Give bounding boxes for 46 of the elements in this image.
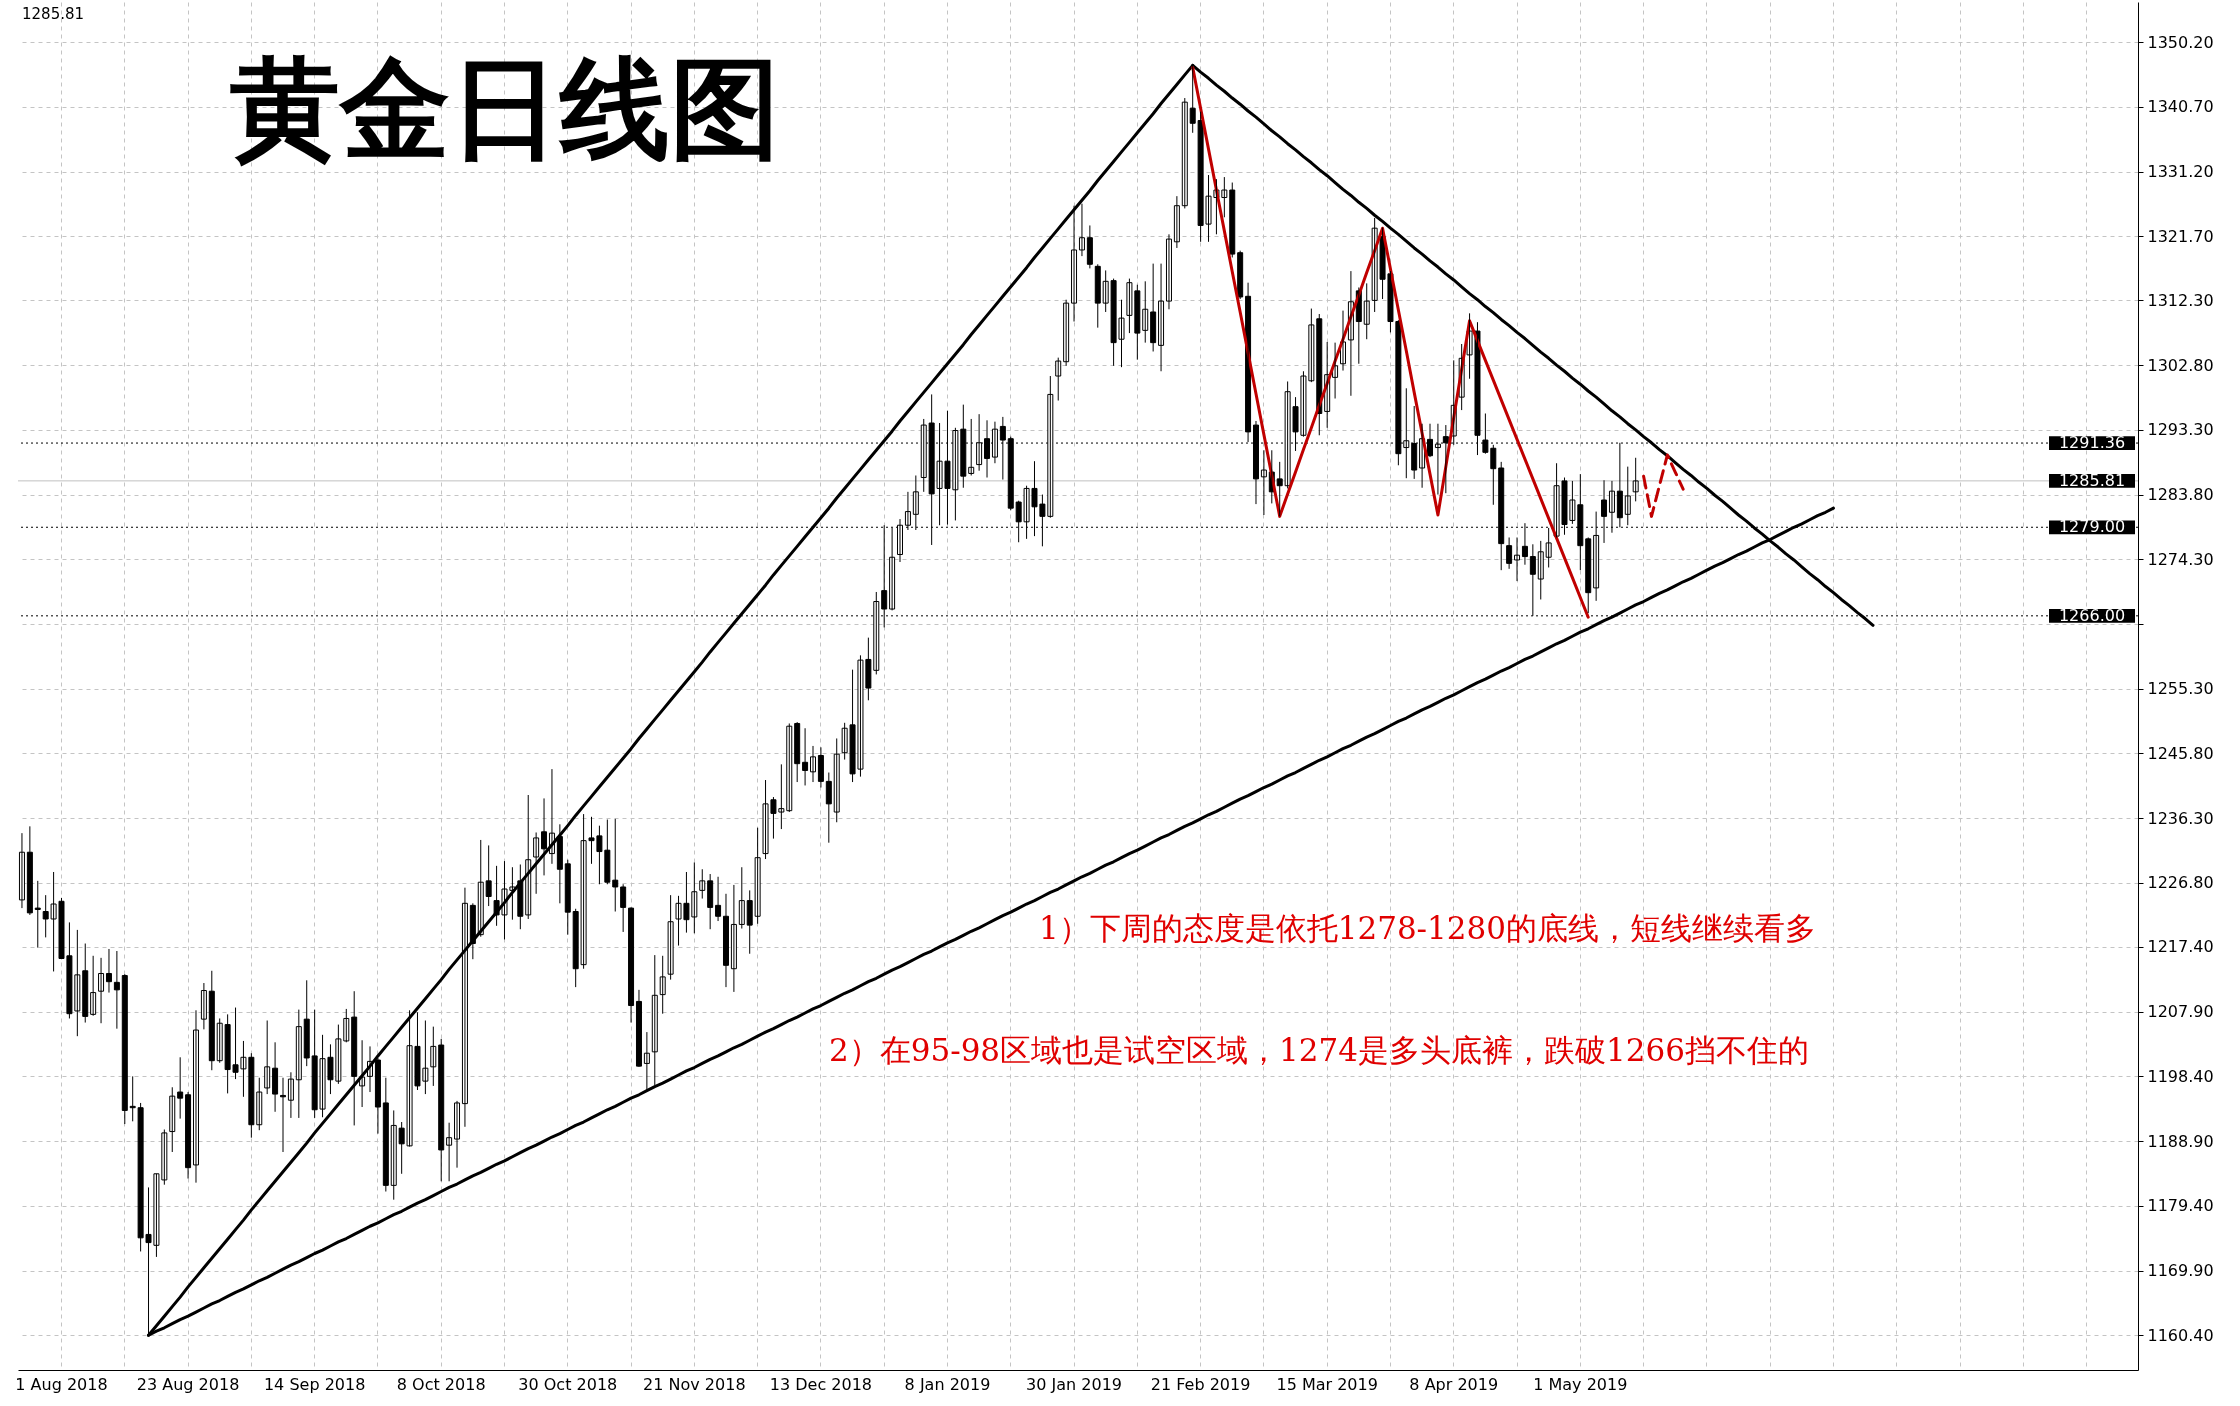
chart-title: 黄金日线图 — [230, 44, 780, 173]
y-tick-label: 1217.40 — [2147, 937, 2214, 957]
x-tick-label: 15 Mar 2019 — [1276, 1374, 1378, 1394]
y-tick-label: 1207.90 — [2147, 1002, 2214, 1022]
y-tick-label: 1293.30 — [2147, 420, 2214, 440]
line-series — [1642, 453, 1685, 518]
y-tick-label: 1179.40 — [2147, 1196, 2214, 1216]
y-tick-label: 1340.70 — [2147, 97, 2214, 117]
candlestick — [34, 880, 41, 949]
x-tick-label: 30 Oct 2018 — [518, 1374, 618, 1394]
y-tick-label: 1226.80 — [2147, 873, 2214, 893]
y-tick-label: 1302.80 — [2147, 355, 2214, 375]
ref-line-label: 1266.00 — [2058, 605, 2126, 625]
y-tick-label: 1198.40 — [2147, 1066, 2214, 1086]
x-tick-label: 1 Aug 2018 — [15, 1374, 108, 1394]
candlestick — [177, 1056, 184, 1120]
y-tick-label: 1245.80 — [2147, 743, 2214, 763]
x-tick-label: 13 Dec 2018 — [769, 1374, 873, 1394]
annotation: 1）下周的态度是依托1278-1280的底线，短线继续看多 — [1039, 910, 1816, 946]
annotation: 1285.81 — [22, 5, 85, 23]
y-tick-label: 1331.20 — [2147, 162, 2214, 182]
y-tick-label: 1169.90 — [2147, 1261, 2214, 1281]
ref-line-label: 1291.36 — [2058, 433, 2126, 453]
y-tick-label: 1236.30 — [2147, 808, 2214, 828]
ref-line-label: 1279.00 — [2058, 517, 2126, 537]
x-tick-label: 23 Aug 2018 — [136, 1374, 240, 1394]
candlestick — [667, 894, 674, 981]
y-tick-label: 1188.90 — [2147, 1131, 2214, 1151]
y-tick-label: 1283.80 — [2147, 485, 2214, 505]
ref-line-label: 1285.81 — [2058, 470, 2126, 490]
y-tick-label: 1274.30 — [2147, 549, 2214, 569]
line-series — [1191, 65, 1590, 619]
x-tick-label: 21 Nov 2018 — [643, 1374, 746, 1394]
y-tick-label: 1321.70 — [2147, 226, 2214, 246]
annotation: 2）在95-98区域也是试空区域，1274是多头底裤，跌破1266挡不住的 — [829, 1032, 1809, 1068]
x-tick-label: 8 Jan 2019 — [904, 1374, 991, 1394]
x-tick-label: 30 Jan 2019 — [1026, 1374, 1123, 1394]
y-tick-label: 1350.20 — [2147, 32, 2214, 52]
y-tick-label: 1312.30 — [2147, 290, 2214, 310]
y-tick-label: 1160.40 — [2147, 1325, 2214, 1345]
y-tick-label: 1255.30 — [2147, 679, 2214, 699]
x-tick-label: 1 May 2019 — [1533, 1374, 1628, 1394]
x-tick-label: 8 Oct 2018 — [396, 1374, 486, 1394]
x-tick-label: 21 Feb 2019 — [1150, 1374, 1251, 1394]
x-tick-label: 14 Sep 2018 — [263, 1374, 366, 1394]
x-tick-label: 8 Apr 2019 — [1409, 1374, 1499, 1394]
